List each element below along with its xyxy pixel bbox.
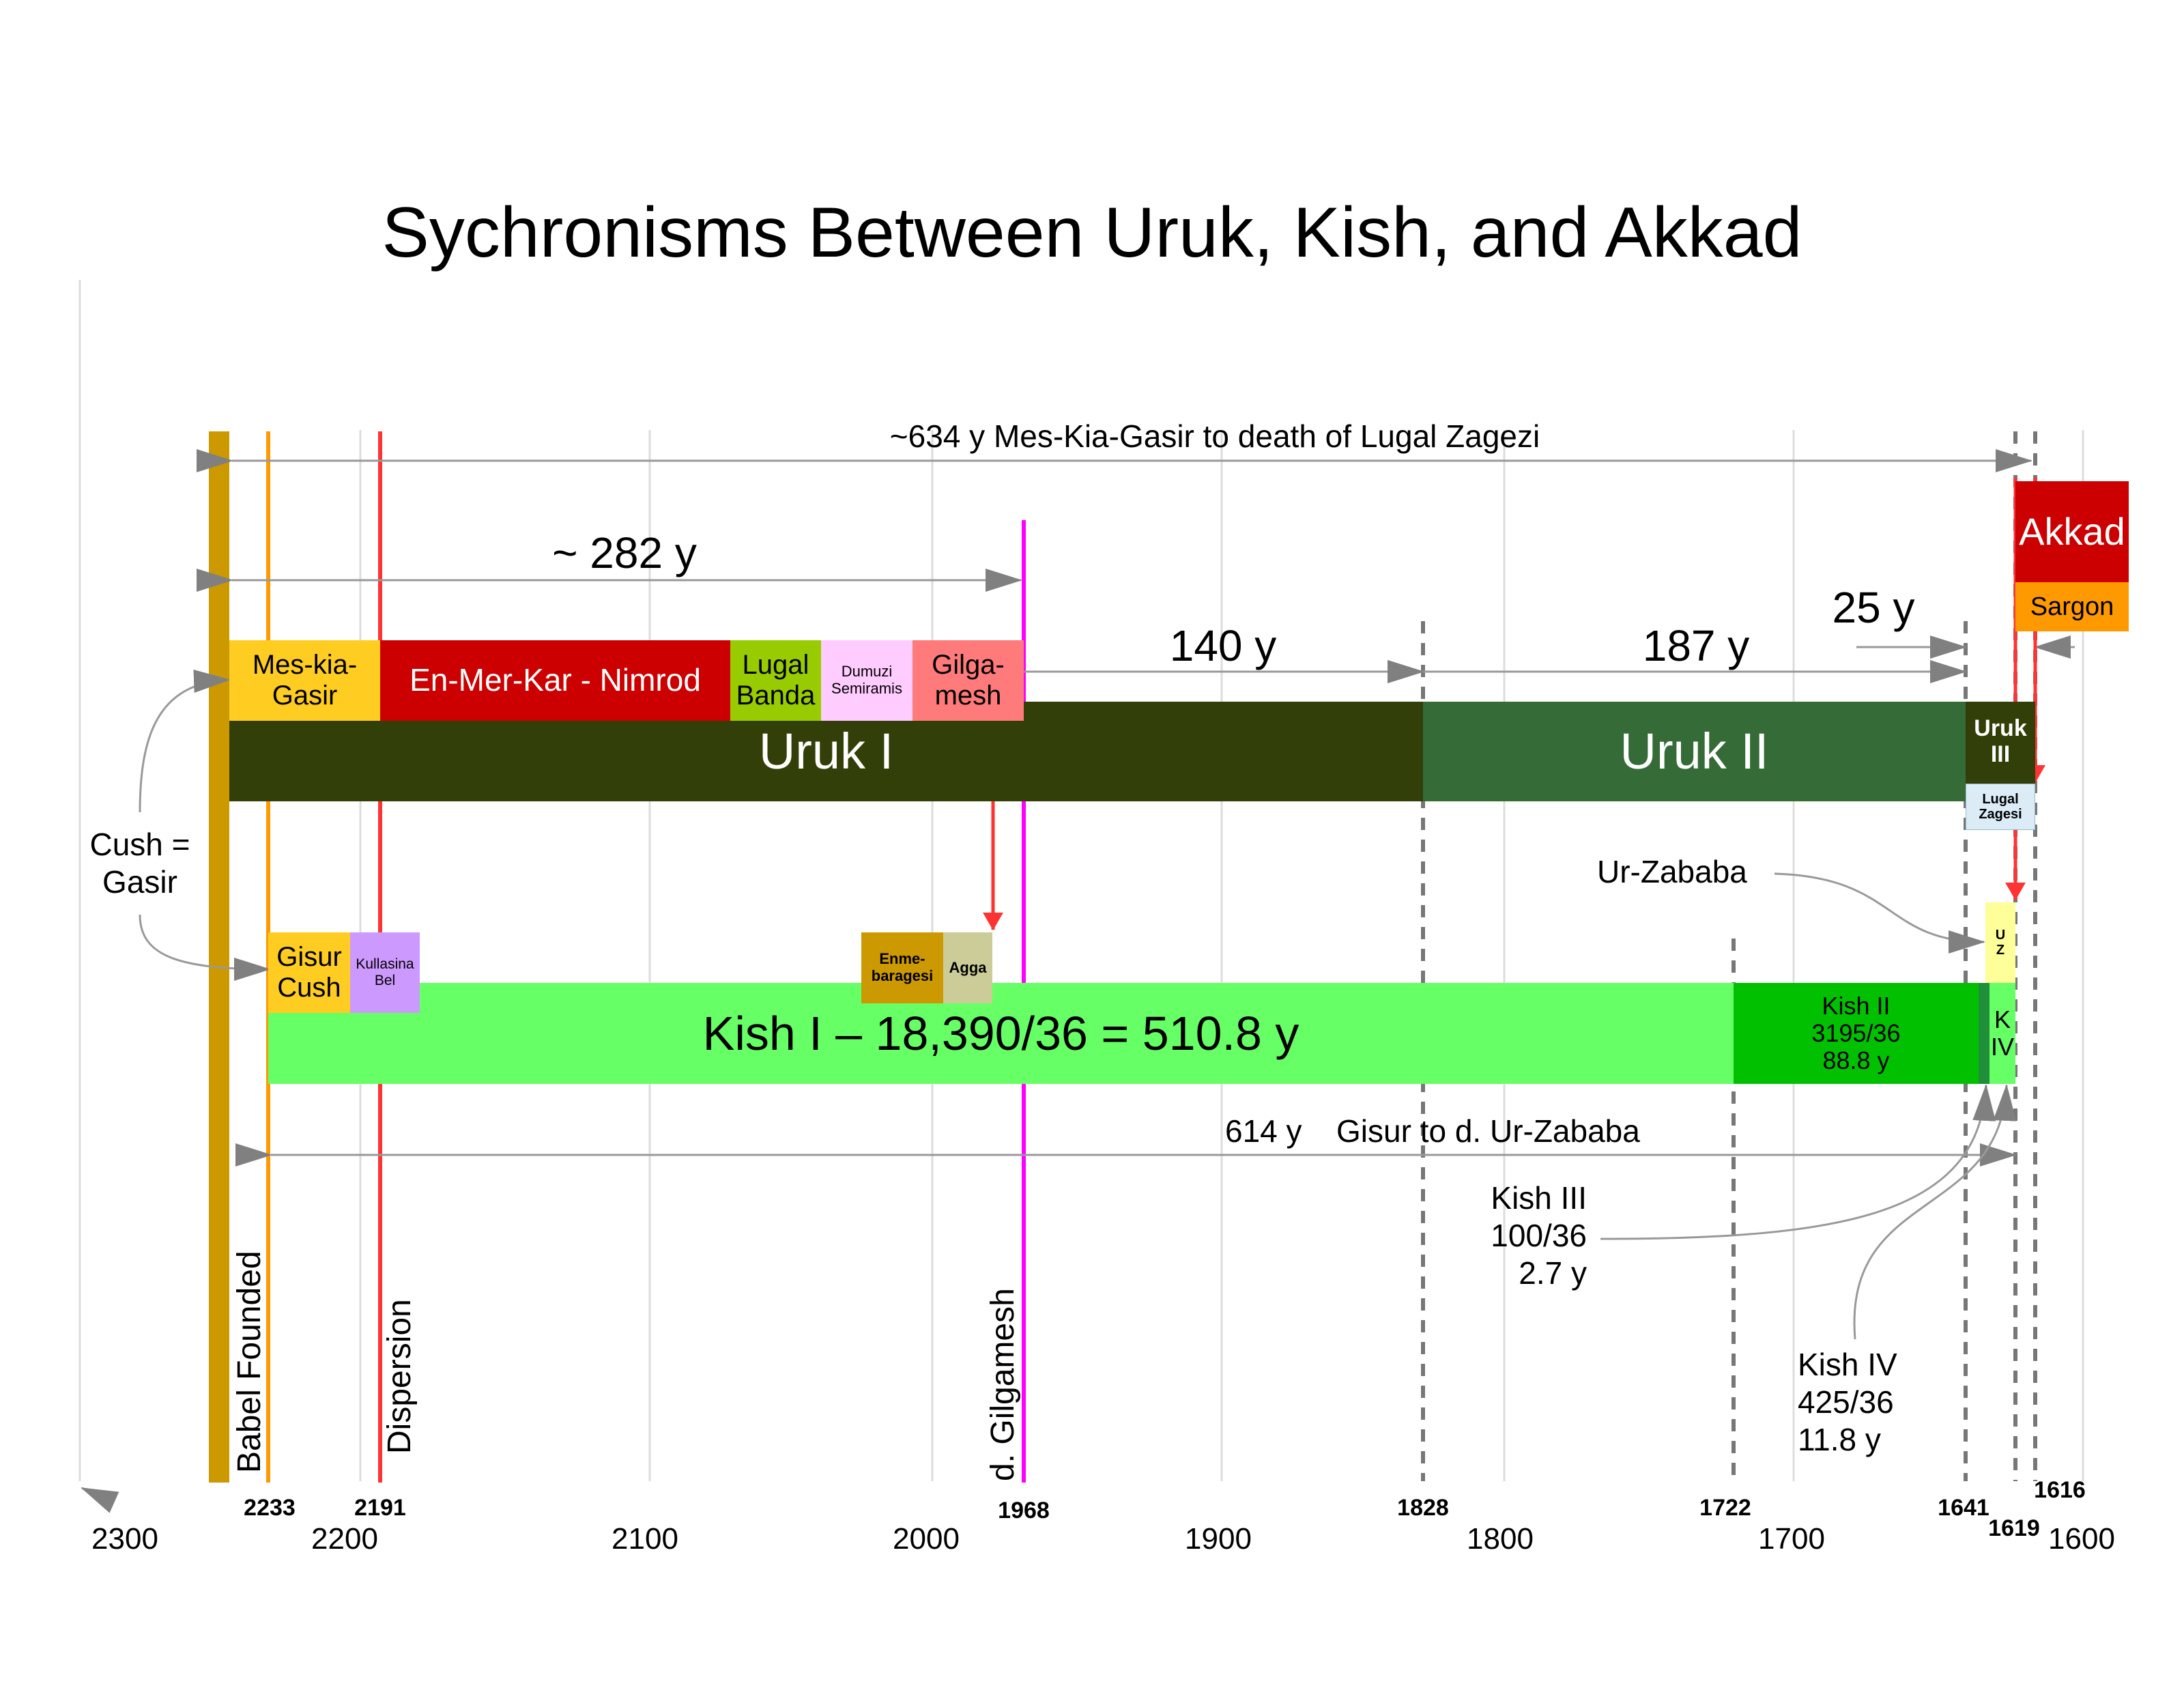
axis-label-2200: 2200 bbox=[311, 1522, 378, 1556]
year-mark-1828: 1828 bbox=[1397, 1495, 1449, 1521]
king-kullasina: Kullasina Bel bbox=[350, 932, 420, 1013]
axis-label-1600: 1600 bbox=[2048, 1522, 2115, 1556]
king-dumuzi: Dumuzi Semiramis bbox=[821, 640, 913, 721]
babel-founded-label: Babel Founded bbox=[231, 1250, 268, 1473]
year-mark-2233: 2233 bbox=[244, 1495, 296, 1521]
axis-label-2300: 2300 bbox=[91, 1522, 158, 1556]
king-agga: Agga bbox=[943, 932, 992, 1003]
kish-4-note: Kish IV 425/36 11.8 y bbox=[1798, 1347, 1897, 1458]
kish-2-bar: Kish II 3195/36 88.8 y bbox=[1734, 983, 1979, 1084]
kish-3-note: Kish III 100/36 2.7 y bbox=[1491, 1180, 1587, 1291]
ur-zababa-note: Ur-Zababa bbox=[1597, 854, 1747, 889]
span-25-label: 25 y bbox=[1832, 583, 1915, 632]
year-mark-1619: 1619 bbox=[1988, 1515, 2040, 1541]
grid-lines bbox=[78, 280, 2084, 1481]
kish-1-bar: Kish I – 18,390/36 = 510.8 y bbox=[268, 983, 1734, 1084]
dispersion-label: Dispersion bbox=[382, 1299, 418, 1454]
sargon-box: Sargon bbox=[2015, 582, 2129, 631]
axis-label-2000: 2000 bbox=[893, 1522, 960, 1556]
king-gilgamesh: Gilga- mesh bbox=[913, 640, 1024, 721]
axis-label-1800: 1800 bbox=[1467, 1522, 1534, 1556]
kish-3-bar bbox=[1979, 983, 1989, 1084]
babel-bar bbox=[209, 431, 229, 1483]
year-mark-1616: 1616 bbox=[2034, 1477, 2086, 1503]
king-en-mer-kar: En-Mer-Kar - Nimrod bbox=[380, 640, 730, 721]
span-140-label: 140 y bbox=[1169, 621, 1277, 670]
total-span-label: ~634 y Mes-Kia-Gasir to death of Lugal Z… bbox=[889, 418, 1540, 454]
axis-label-2100: 2100 bbox=[612, 1522, 678, 1556]
kish-4-bar: K IV bbox=[1989, 983, 2015, 1084]
axis-label-1900: 1900 bbox=[1185, 1522, 1252, 1556]
dashed-markers bbox=[1421, 431, 2037, 1481]
kish-4-box: U Z bbox=[1985, 902, 2015, 983]
uruk-2-bar: Uruk II bbox=[1423, 702, 1966, 801]
akkad-box: Akkad bbox=[2015, 481, 2129, 582]
cush-gasir-note: Cush = Gasir bbox=[89, 827, 190, 900]
axis-label-1700: 1700 bbox=[1758, 1522, 1825, 1556]
span-arrows bbox=[81, 449, 2075, 1513]
king-lugal-banda: Lugal Banda bbox=[730, 640, 821, 721]
year-mark-2191: 2191 bbox=[354, 1495, 406, 1521]
diagram-title: Sychronisms Between Uruk, Kish, and Akka… bbox=[382, 193, 1802, 272]
span-187-label: 187 y bbox=[1642, 621, 1750, 670]
span-614-desc-label: Gisur to d. Ur-Zababa bbox=[1336, 1113, 1640, 1149]
span-614-label: 614 y bbox=[1225, 1113, 1302, 1149]
king-enmebaragesi: Enme- baragesi bbox=[861, 932, 943, 1003]
gilgamesh-death-label: d. Gilgamesh bbox=[985, 1288, 1021, 1481]
year-mark-1968: 1968 bbox=[998, 1498, 1050, 1524]
year-mark-1722: 1722 bbox=[1699, 1495, 1751, 1521]
king-mes-kia-gasir: Mes-kia- Gasir bbox=[229, 640, 380, 721]
span-282-label: ~ 282 y bbox=[552, 528, 697, 577]
king-gisur: Gisur Cush bbox=[268, 932, 350, 1013]
curved-connectors bbox=[139, 670, 2017, 1340]
year-mark-1641: 1641 bbox=[1938, 1495, 1989, 1521]
lugal-zagesi-box: Lugal Zagesi bbox=[1966, 784, 2035, 830]
